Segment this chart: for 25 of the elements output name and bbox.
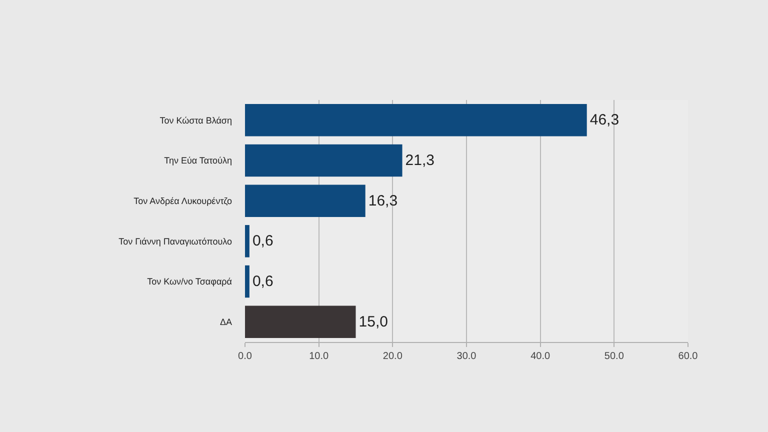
bar (245, 306, 356, 338)
x-tick-label: 10.0 (309, 351, 329, 362)
data-label: 46,3 (590, 112, 620, 129)
bar (245, 265, 250, 298)
bar (245, 104, 587, 136)
y-tick-label: ΔΑ (220, 316, 232, 327)
bar (245, 144, 402, 177)
x-tick-label: 20.0 (382, 351, 403, 362)
data-label: 21,3 (405, 152, 434, 169)
data-label: 16,3 (368, 192, 398, 210)
data-label: 0,6 (252, 273, 274, 290)
y-tick-label: Τον Κώστα Βλάση (160, 115, 232, 126)
bar (245, 184, 366, 217)
x-tick-label: 60.0 (678, 351, 698, 362)
data-label: 0,6 (252, 232, 274, 250)
x-tick-label: 30.0 (456, 351, 477, 362)
y-tick-label: Τον Γιάννη Παναγιωτόπουλο (118, 236, 232, 246)
y-tick-label: Την Εύα Τατούλη (164, 156, 232, 166)
bar (245, 225, 250, 258)
x-tick-label: 40.0 (530, 351, 550, 362)
x-tick-label: 0.0 (238, 351, 252, 362)
data-label: 15,0 (358, 313, 388, 330)
x-tick-label: 50.0 (604, 351, 624, 362)
y-tick-label: Τον Κων/νο Τσαφαρά (147, 276, 232, 287)
y-tick-label: Τον Ανδρέα Λυκουρέντζο (134, 196, 232, 206)
